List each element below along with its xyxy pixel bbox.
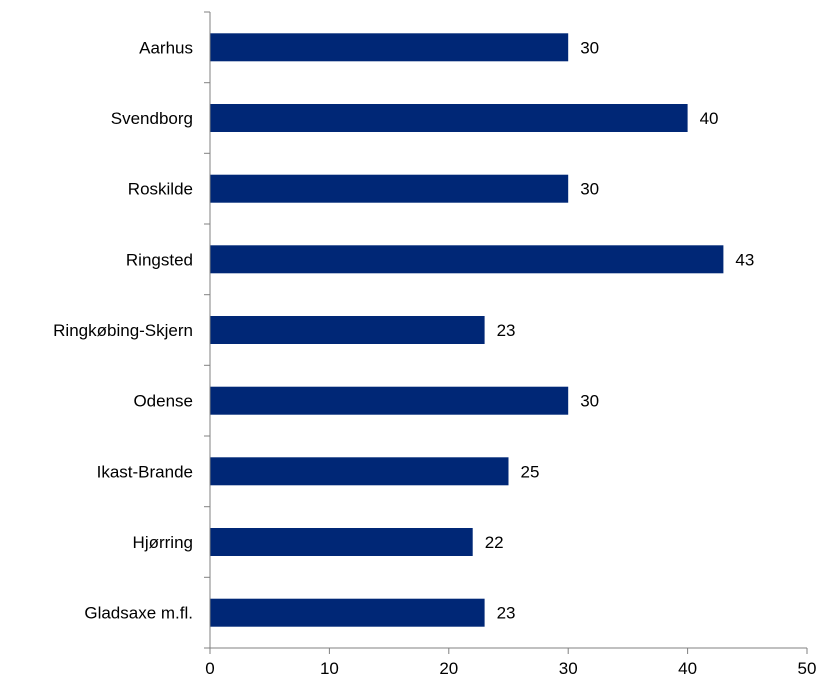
x-tick-label-4: 40 [678,659,697,678]
category-labels-group: Aarhus Svendborg Roskilde Ringsted Ringkøbin… [53,38,193,622]
category-label-8: Hjørring [133,533,193,552]
category-label-9: Gladsaxe m.fl. [84,604,193,623]
x-tick-label-5: 50 [798,659,817,678]
bar-7 [210,457,509,486]
bar-6 [210,386,569,415]
bar-9 [210,598,485,627]
category-label-2: Svendborg [111,109,193,128]
bar-2 [210,104,688,132]
category-label-4: Ringsted [126,250,193,269]
category-label-3: Roskilde [128,180,193,199]
category-label-5: Ringkøbing-Skjern [53,321,193,340]
bar-3 [210,174,569,203]
value-label-3: 30 [580,180,599,199]
bar-8 [210,528,473,556]
value-label-2: 40 [700,109,719,128]
bars-group [210,33,724,627]
bar-5 [210,316,485,344]
category-label-7: Ikast-Brande [97,462,193,481]
x-tick-label-2: 20 [439,659,458,678]
value-label-4: 43 [735,250,754,269]
value-label-9: 23 [497,604,516,623]
value-labels-group: 30 40 30 43 23 30 25 22 23 [485,38,755,622]
value-label-7: 25 [521,462,540,481]
x-tick-label-0: 0 [205,659,214,678]
value-label-1: 30 [580,38,599,57]
value-label-6: 30 [580,392,599,411]
bar-4 [210,245,724,274]
x-tick-label-1: 10 [320,659,339,678]
category-label-6: Odense [133,392,193,411]
bar-1 [210,33,569,62]
axes-group [204,11,808,654]
value-label-8: 22 [485,533,504,552]
x-tick-label-3: 30 [559,659,578,678]
category-label-1: Aarhus [139,38,193,57]
value-label-5: 23 [497,321,516,340]
x-tick-labels-group: 0 10 20 30 40 50 [205,659,816,678]
